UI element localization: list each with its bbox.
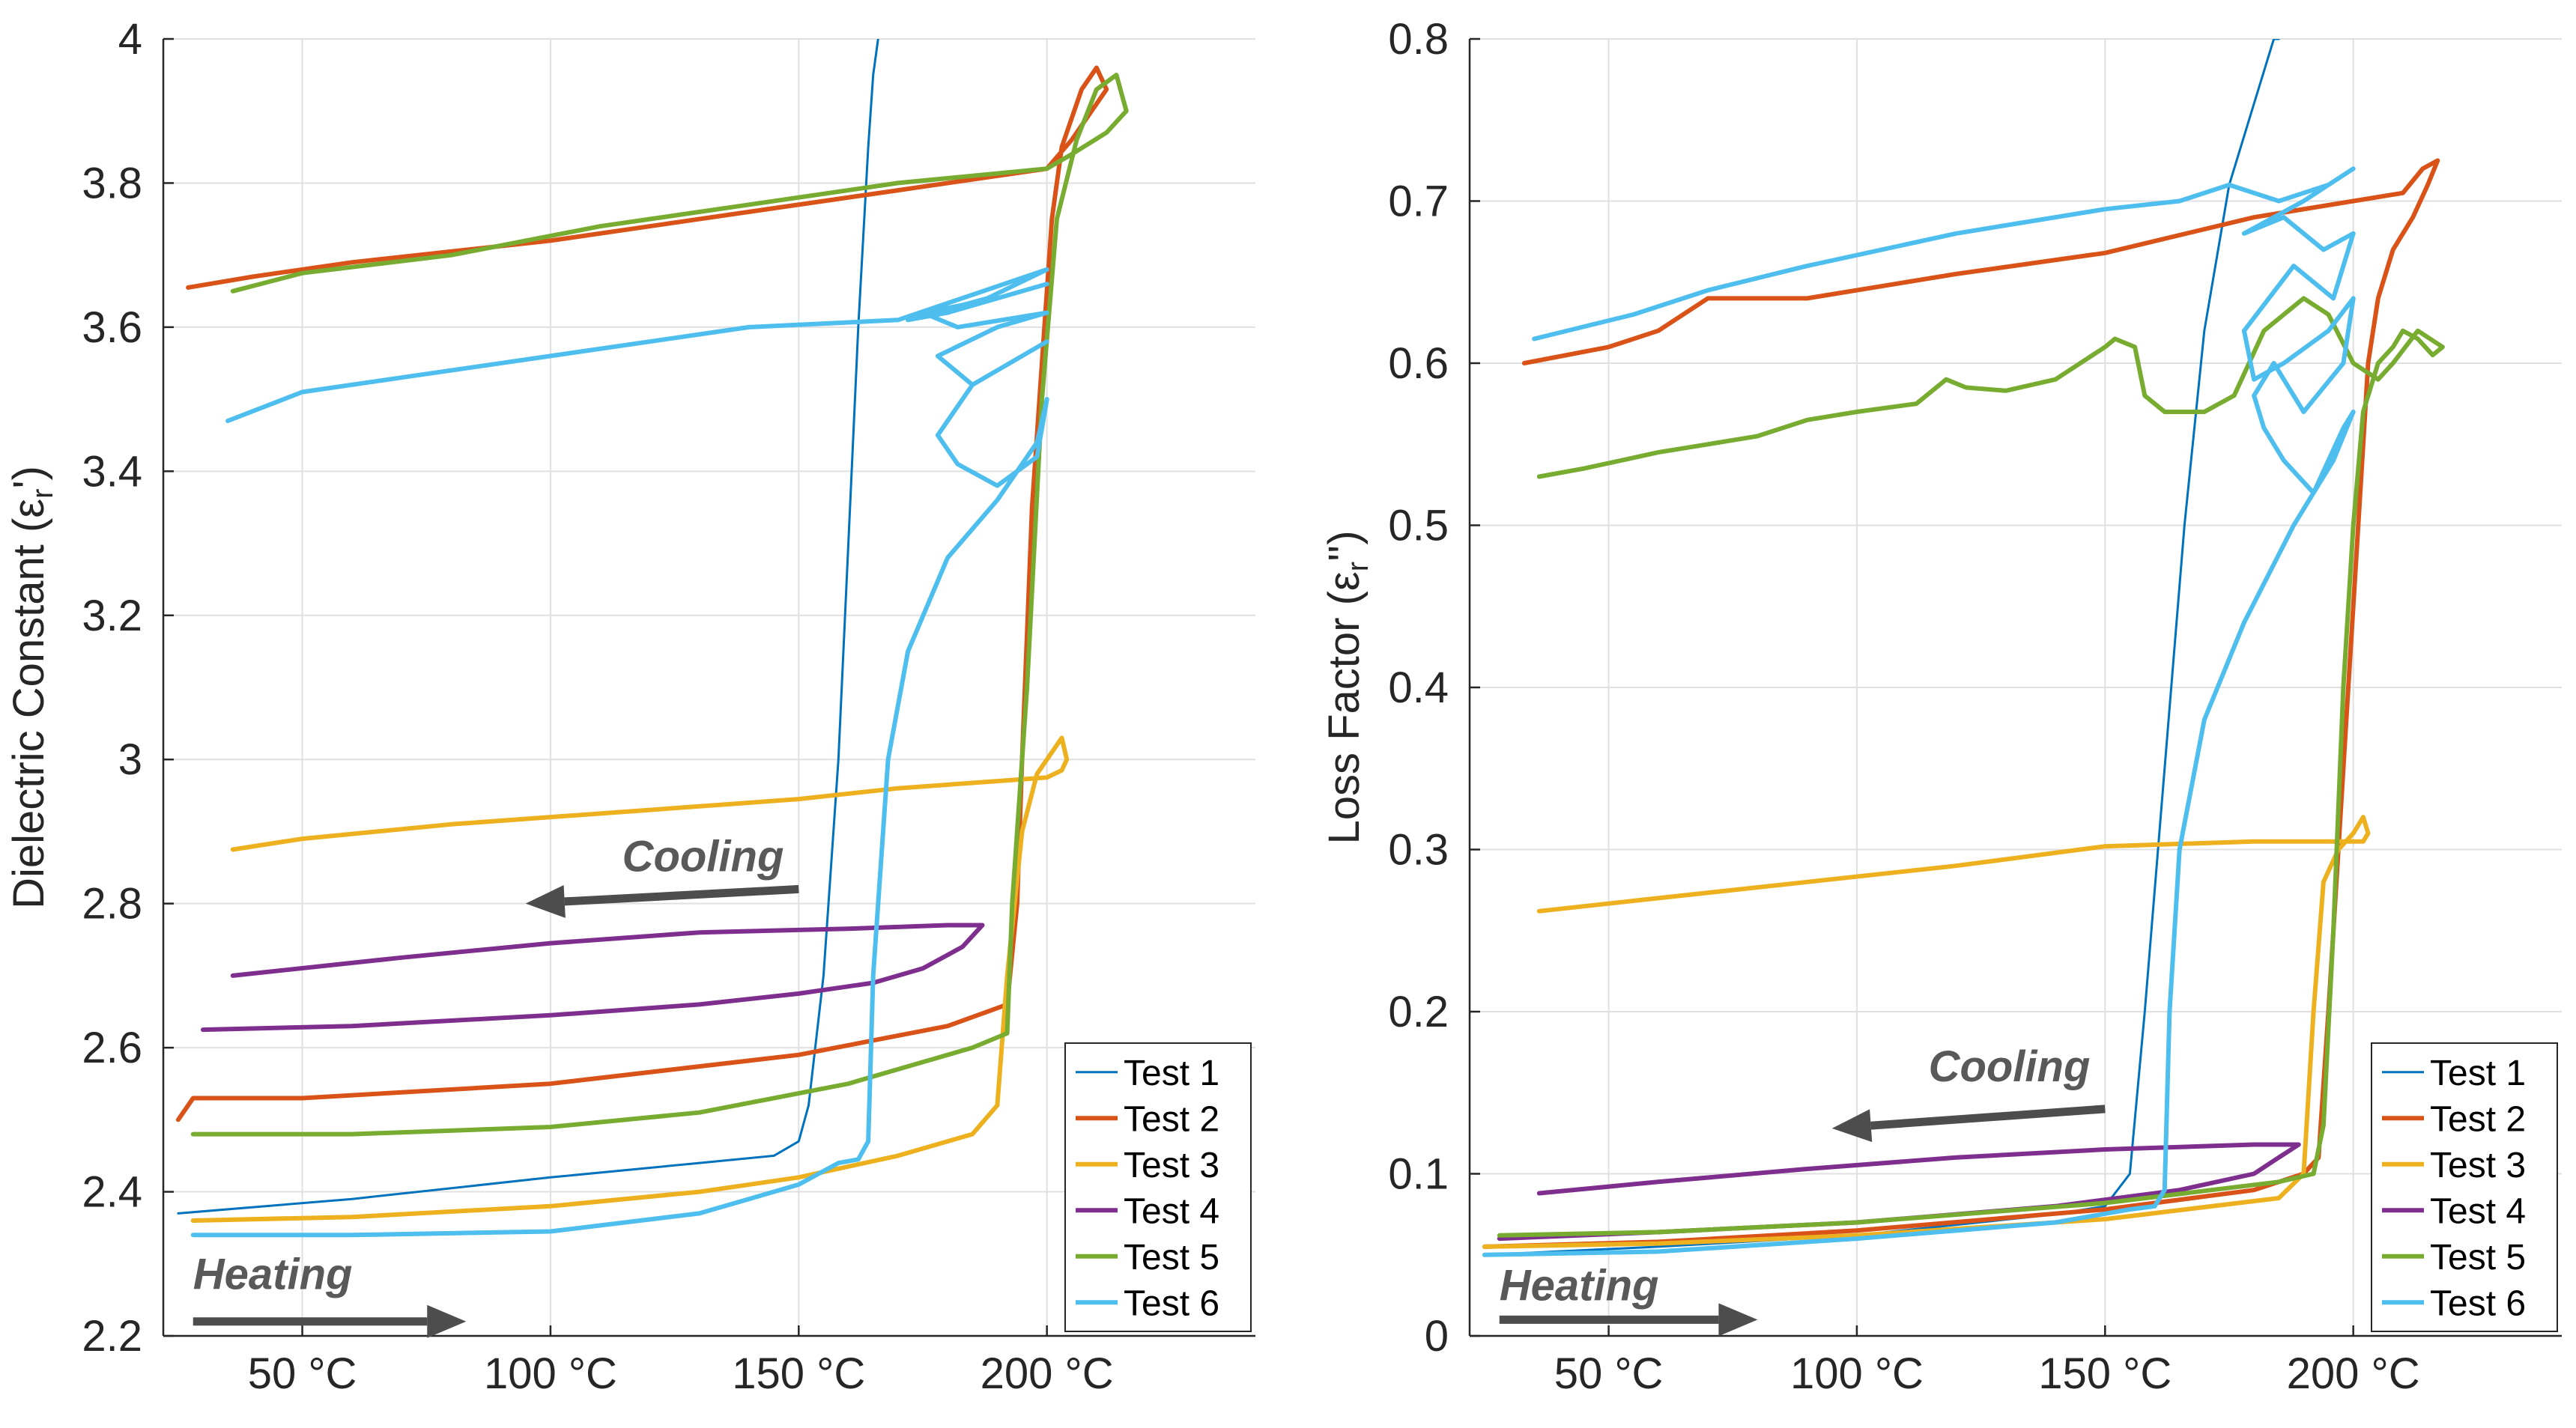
y-axis-title: Loss Factor (εr'') — [1320, 530, 1375, 844]
y-tick-label: 0.8 — [1388, 15, 1449, 64]
x-tick-label: 200 °C — [981, 1349, 1114, 1398]
annotation-arrow-head — [1831, 1109, 1873, 1143]
x-tick-label: 50 °C — [1554, 1349, 1664, 1398]
legend-label-test4: Test 4 — [2430, 1191, 2526, 1231]
y-tick-label: 0.1 — [1388, 1150, 1449, 1199]
series-line-test3 — [1482, 815, 2371, 1249]
y-tick-label: 3.2 — [82, 592, 142, 640]
y-tick-label: 0.2 — [1388, 988, 1449, 1036]
legend-box — [2371, 1042, 2558, 1332]
legend-label-test5: Test 5 — [2430, 1238, 2526, 1277]
legend-label-test6: Test 6 — [1124, 1283, 1219, 1323]
y-axis-title: Dielectric Constant (εr') — [4, 466, 59, 909]
annotation-label: Cooling — [622, 832, 784, 881]
loss-factor-panel: 0 0.1 0.2 0.3 0.4 0.5 0.6 0.7 0.8 50 °C 100 °C 150 … — [1320, 15, 2562, 1398]
series-line-test4 — [1497, 1142, 2301, 1242]
x-tick-label: 100 °C — [484, 1349, 617, 1398]
legend-label-test3: Test 3 — [1124, 1146, 1219, 1185]
legend-label-test2: Test 2 — [1124, 1099, 1219, 1139]
legend-label-test3: Test 3 — [2430, 1146, 2526, 1185]
y-tick-label: 0 — [1425, 1312, 1449, 1361]
y-tick-label: 0.6 — [1388, 339, 1449, 388]
y-tick-label: 0.4 — [1388, 663, 1449, 712]
y-tick-label: 2.8 — [82, 880, 142, 929]
series-group — [175, 39, 1129, 1238]
annotation-arrow-shaft — [1870, 1105, 2106, 1130]
y-tick-label: 3 — [118, 735, 142, 784]
x-tick-label: 50 °C — [248, 1349, 357, 1398]
dielectric-constant-panel: 2.2 2.4 2.6 2.8 3 3.2 3.4 3.6 3.8 4 50 °C 100 °C 150… — [4, 15, 1255, 1398]
series-line-test3 — [190, 735, 1070, 1223]
y-tick-label: 3.6 — [82, 303, 142, 352]
legend: Test 1 Test 2 Test 3 Test 4 Test 5 Test 6 — [2371, 1042, 2558, 1332]
y-tick-label: 0.7 — [1388, 177, 1449, 226]
series-line-test5 — [1497, 296, 2445, 1238]
x-tick-label: 150 °C — [2038, 1349, 2172, 1398]
y-tick-label: 2.2 — [82, 1312, 142, 1361]
legend-label-test5: Test 5 — [1124, 1238, 1219, 1277]
series-line-test4 — [201, 923, 985, 1033]
legend-box — [1064, 1042, 1252, 1332]
annotation-arrow-shaft — [564, 884, 799, 906]
annotation-arrow-head — [1718, 1303, 1758, 1337]
x-tick-label: 150 °C — [732, 1349, 865, 1398]
series-line-test1 — [177, 39, 879, 1215]
annotation-label: Heating — [193, 1250, 353, 1298]
annotation-arrow-head — [525, 884, 566, 918]
legend-label-test1: Test 1 — [2430, 1054, 2526, 1093]
series-line-test6 — [1482, 166, 2356, 1257]
y-tick-label: 3.8 — [82, 159, 142, 207]
y-tick-label: 3.4 — [82, 447, 142, 496]
legend-label-test4: Test 4 — [1124, 1191, 1219, 1231]
annotation-arrow-head — [427, 1304, 467, 1338]
x-tick-label: 100 °C — [1790, 1349, 1924, 1398]
y-tick-label: 0.3 — [1388, 826, 1449, 875]
legend-label-test2: Test 2 — [2430, 1099, 2526, 1139]
annotation-label: Cooling — [1929, 1042, 2091, 1091]
y-tick-label: 2.6 — [82, 1024, 142, 1072]
series-group — [1482, 39, 2445, 1257]
series-line-test2 — [175, 65, 1109, 1122]
series-line-test5 — [190, 73, 1129, 1137]
x-tick-label: 200 °C — [2287, 1349, 2420, 1398]
legend: Test 1 Test 2 Test 3 Test 4 Test 5 Test 6 — [1064, 1042, 1252, 1332]
y-tick-label: 4 — [118, 15, 142, 64]
legend-label-test1: Test 1 — [1124, 1054, 1219, 1093]
series-line-test6 — [190, 267, 1049, 1238]
y-tick-label: 0.5 — [1388, 502, 1449, 550]
legend-label-test6: Test 6 — [2430, 1283, 2526, 1323]
y-tick-label: 2.4 — [82, 1168, 142, 1217]
series-line-test1 — [1483, 39, 2280, 1257]
annotation-label: Heating — [1500, 1261, 1659, 1310]
